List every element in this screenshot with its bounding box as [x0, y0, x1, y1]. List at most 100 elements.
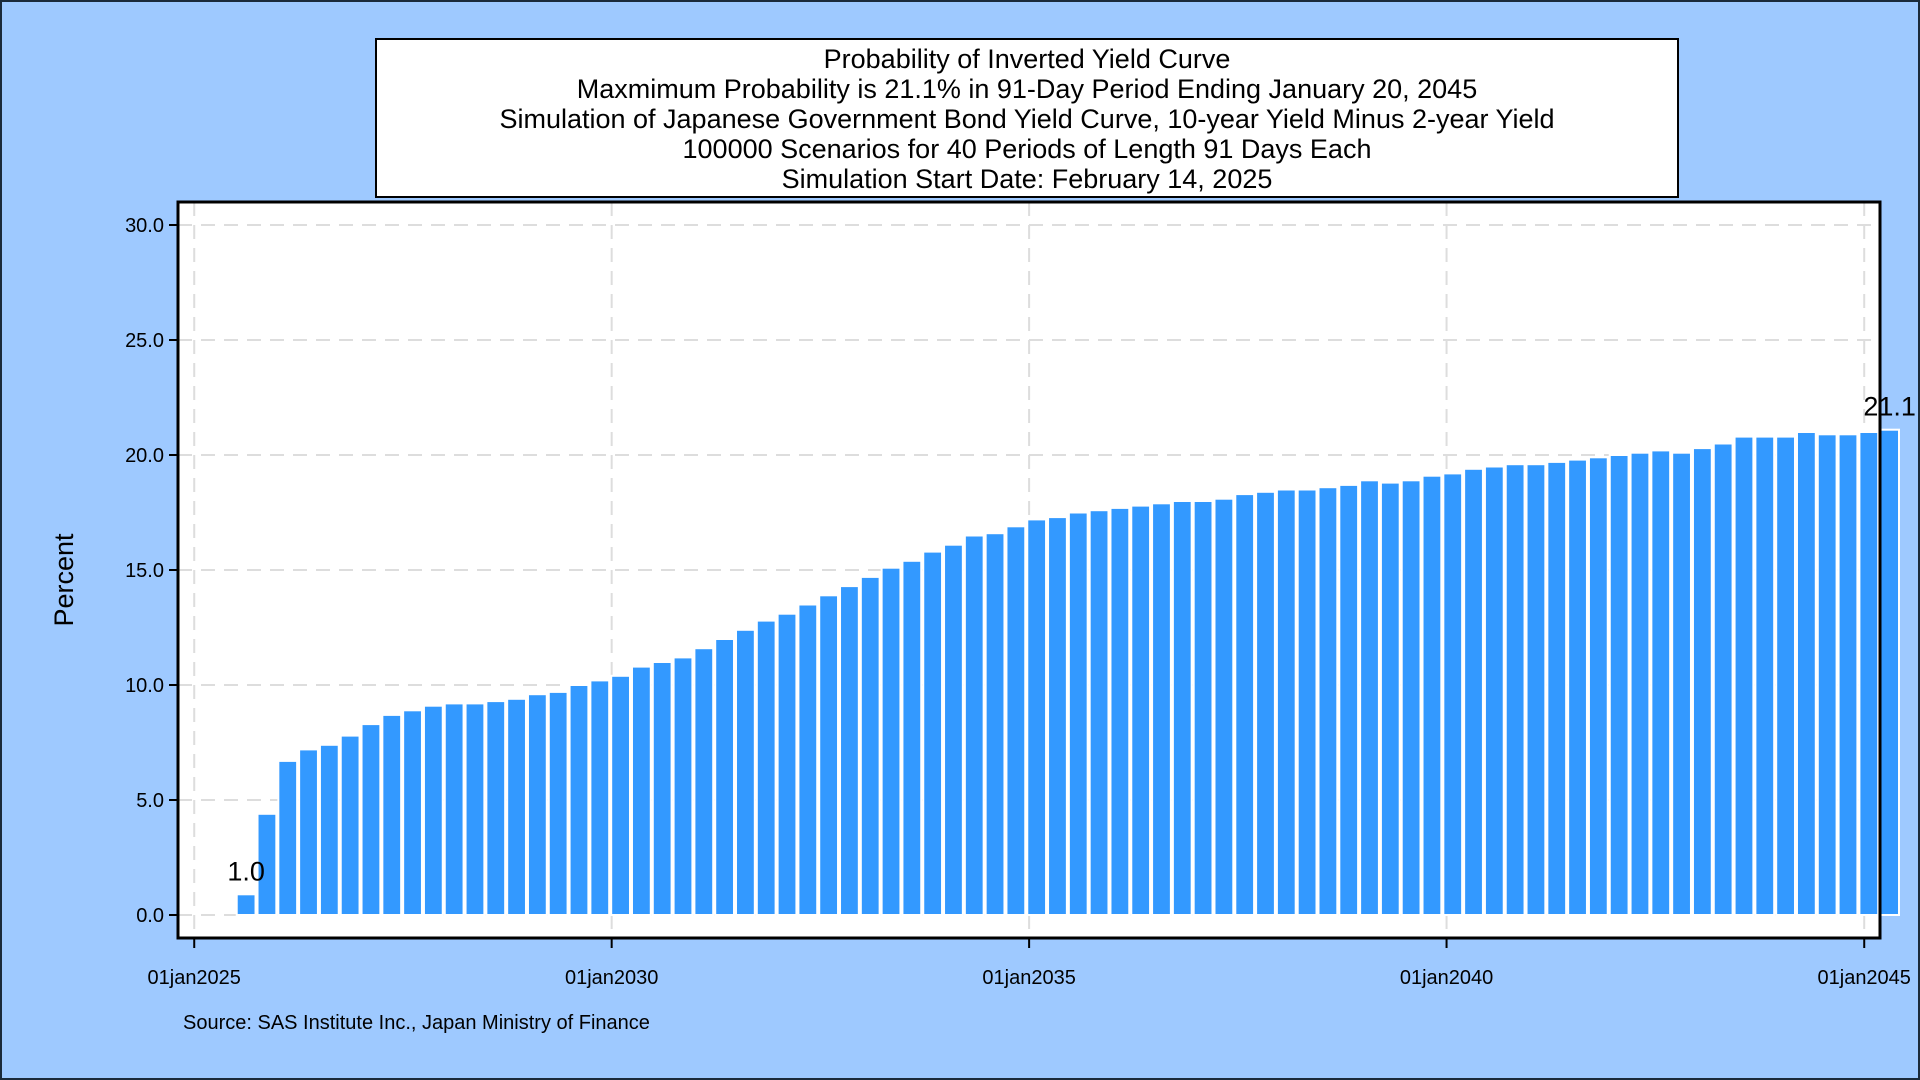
title-line-4: 100000 Scenarios for 40 Periods of Lengt… [682, 134, 1372, 164]
bar [1463, 467, 1484, 916]
bar [1026, 518, 1048, 917]
y-tick-label: 20.0 [125, 445, 164, 467]
title-line-1: Probability of Inverted Yield Curve [823, 44, 1231, 74]
bar [318, 743, 340, 916]
bar [630, 665, 652, 916]
bar [1712, 442, 1734, 916]
bar [1483, 465, 1505, 916]
bar [1130, 504, 1152, 916]
bar [839, 585, 860, 916]
bar [1109, 506, 1131, 916]
title-box: Probability of Inverted Yield Curve Maxm… [375, 38, 1679, 198]
bar [1754, 435, 1776, 916]
bar [943, 543, 964, 916]
bar [235, 893, 257, 916]
bar [1275, 488, 1297, 916]
bar [360, 723, 382, 916]
title-line-5: Simulation Start Date: February 14, 2025 [781, 164, 1273, 194]
bar [1255, 490, 1276, 916]
bar [298, 748, 319, 917]
bar [1379, 481, 1401, 916]
bar [1795, 431, 1817, 916]
bar [1879, 428, 1901, 916]
x-tick-label: 01jan2040 [1400, 967, 1493, 989]
bar [901, 559, 923, 916]
bar [984, 532, 1006, 916]
bar [1525, 463, 1547, 916]
source-note: Source: SAS Institute Inc., Japan Minist… [183, 1012, 650, 1034]
bar [1338, 483, 1360, 916]
y-axis-label: Percent [49, 533, 79, 627]
y-tick-label: 25.0 [125, 330, 164, 352]
bar [1234, 493, 1256, 916]
y-tick-label: 15.0 [125, 560, 164, 582]
bar [485, 700, 507, 916]
bar [1587, 456, 1609, 916]
bar [1733, 435, 1755, 916]
bar [1421, 474, 1443, 916]
bar [568, 684, 590, 916]
bar [922, 550, 944, 916]
x-tick-label: 01jan2045 [1818, 967, 1911, 989]
bar [1816, 433, 1838, 916]
bar [1567, 458, 1588, 916]
bar [859, 575, 881, 917]
bar [735, 628, 756, 916]
bar [1691, 447, 1713, 916]
bar [1837, 433, 1859, 916]
bar [1504, 463, 1526, 916]
bar [1650, 449, 1672, 916]
bar [1047, 516, 1068, 916]
bar [381, 713, 403, 917]
bar [443, 702, 465, 917]
bar [526, 693, 548, 917]
bar [1296, 488, 1318, 916]
bar [277, 759, 299, 917]
bar [1671, 451, 1692, 916]
bar [422, 704, 444, 917]
bar [506, 697, 527, 916]
bar [1213, 497, 1235, 916]
bar [1608, 454, 1630, 916]
data-label: 21.1 [1863, 392, 1916, 422]
y-tick-label: 30.0 [125, 215, 164, 237]
y-tick-label: 10.0 [125, 675, 164, 697]
bar [464, 702, 486, 917]
bar [1858, 431, 1880, 916]
x-tick-label: 01jan2025 [148, 967, 241, 989]
bar [880, 566, 902, 916]
bar [1546, 460, 1568, 916]
bar [339, 734, 361, 916]
x-tick-label: 01jan2030 [565, 967, 658, 989]
bar [714, 638, 736, 916]
bar [547, 690, 569, 917]
bar [1359, 479, 1380, 916]
title-line-2: Maxmimum Probability is 21.1% in 91-Day … [576, 74, 1478, 104]
bar [651, 661, 673, 916]
bar [610, 674, 631, 916]
title-line-3: Simulation of Japanese Government Bond Y… [499, 104, 1555, 134]
bar [1400, 479, 1422, 916]
x-tick-label: 01jan2035 [982, 967, 1075, 989]
bar [1151, 502, 1172, 916]
bar [693, 647, 715, 916]
bar [1629, 451, 1651, 916]
bar [1775, 435, 1796, 916]
bar [256, 812, 278, 916]
bar [755, 619, 777, 916]
y-tick-label: 0.0 [136, 905, 164, 927]
bar [1442, 472, 1464, 916]
bar [1067, 511, 1089, 916]
bar [818, 594, 840, 916]
bar [776, 612, 798, 916]
bar [797, 603, 819, 916]
bar [672, 656, 694, 917]
bar [1171, 500, 1193, 916]
bar [402, 709, 423, 916]
bar [1317, 486, 1339, 916]
bar [589, 679, 611, 917]
bar [1192, 500, 1214, 916]
bar [1088, 509, 1110, 916]
bar [1005, 525, 1027, 916]
